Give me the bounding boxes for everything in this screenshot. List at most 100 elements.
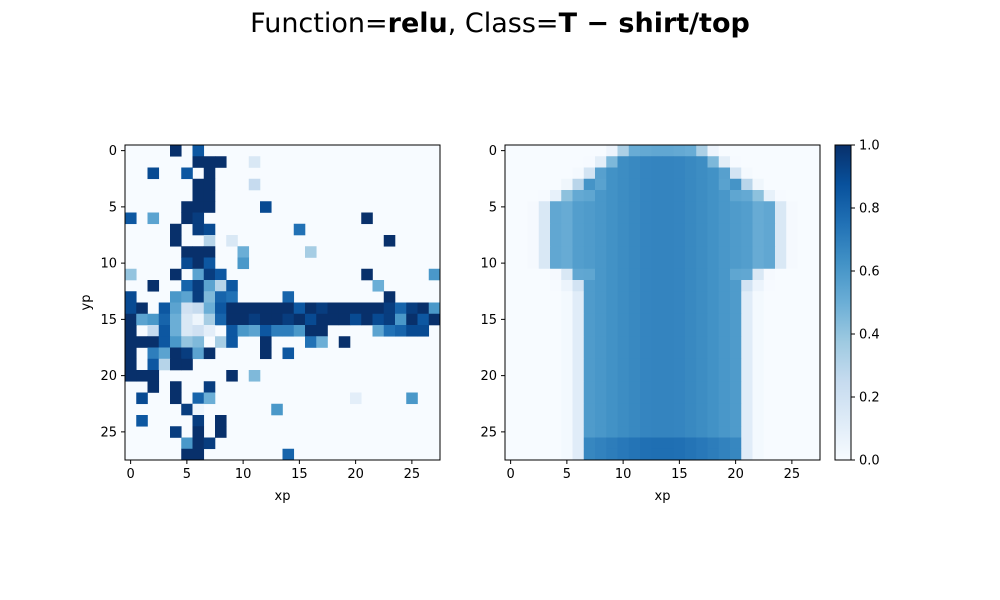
heatmap-cell [550, 392, 562, 405]
left-x-axis-label: xp [275, 489, 291, 504]
heatmap-cell [595, 392, 607, 405]
heatmap-cell [550, 235, 562, 247]
heatmap-cell [147, 325, 160, 337]
heatmap-cell [181, 302, 193, 315]
heatmap-cell [538, 167, 551, 180]
heatmap-cell [685, 156, 697, 168]
heatmap-cell [662, 358, 675, 371]
heatmap-cell [561, 212, 573, 225]
heatmap-cell [181, 325, 193, 337]
heatmap-cell [640, 201, 652, 213]
heatmap-cell [203, 325, 216, 337]
heatmap-cell [617, 257, 630, 270]
heatmap-cell [505, 156, 517, 168]
heatmap-cell [606, 381, 618, 393]
heatmap-cell [350, 392, 362, 405]
heatmap-cell [595, 325, 607, 337]
heatmap-cell [730, 392, 742, 405]
heatmap-cell [215, 426, 227, 438]
heatmap-cell [651, 426, 663, 438]
heatmap-cell [136, 336, 148, 348]
heatmap-cell [617, 212, 630, 225]
heatmap-cell [572, 246, 585, 258]
heatmap-cell [696, 156, 708, 168]
heatmap-cell [707, 156, 720, 168]
heatmap-cell [147, 336, 160, 348]
heatmap-cell [651, 223, 663, 236]
heatmap-cell [730, 212, 742, 225]
heatmap-cell [516, 392, 528, 405]
heatmap-cell [718, 347, 731, 360]
heatmap-cell [752, 381, 765, 393]
heatmap-cell [561, 167, 573, 180]
heatmap-cell [505, 392, 517, 405]
heatmap-cell [572, 190, 585, 202]
heatmap-cell [763, 190, 776, 202]
heatmap-cell [527, 178, 540, 191]
heatmap-cell [673, 358, 686, 371]
x-tick-label: 25 [404, 467, 421, 482]
title-function: relu [387, 8, 448, 39]
heatmap-cell [718, 167, 731, 180]
colorbar-tick-label: 1.0 [859, 139, 880, 154]
heatmap-cell [808, 325, 821, 337]
heatmap-cell [673, 223, 686, 236]
heatmap-cell [696, 313, 708, 326]
heatmap-cell [538, 235, 551, 247]
heatmap-cell [640, 223, 652, 236]
heatmap-cell [572, 201, 585, 213]
heatmap-cell [181, 212, 193, 225]
heatmap-cell [192, 178, 205, 191]
heatmap-cell [583, 212, 596, 225]
heatmap-cell [707, 291, 720, 303]
heatmap-cell [673, 325, 686, 337]
heatmap-cell [595, 178, 607, 191]
heatmap-cell [192, 325, 205, 337]
heatmap-cell [505, 223, 517, 236]
heatmap-cell [316, 313, 328, 326]
heatmap-cell [685, 415, 697, 427]
heatmap-cell [763, 313, 776, 326]
heatmap-cell [203, 190, 216, 202]
heatmap-cell [673, 178, 686, 191]
heatmap-cell [406, 325, 418, 337]
heatmap-cell [606, 235, 618, 247]
heatmap-cell [538, 392, 551, 405]
heatmap-cell [775, 190, 787, 202]
heatmap-cell [595, 302, 607, 315]
heatmap-cell [763, 246, 776, 258]
heatmap-cell [662, 415, 675, 427]
heatmap-cell [685, 448, 697, 461]
heatmap-cell [797, 190, 810, 202]
heatmap-cell [583, 302, 596, 315]
heatmap-cell [797, 336, 810, 348]
heatmap-cell [651, 381, 663, 393]
heatmap-cell [808, 403, 821, 416]
heatmap-cell [718, 291, 731, 303]
heatmap-cell [215, 291, 227, 303]
heatmap-cell [527, 291, 540, 303]
heatmap-cell [775, 201, 787, 213]
heatmap-cell [583, 223, 596, 236]
heatmap-cell [775, 448, 787, 461]
heatmap-cell [763, 437, 776, 450]
heatmap-cell [662, 381, 675, 393]
heatmap-cell [628, 156, 641, 168]
heatmap-cell [192, 280, 205, 292]
heatmap-cell [752, 302, 765, 315]
heatmap-cell [662, 347, 675, 360]
heatmap-cell [617, 201, 630, 213]
heatmap-cell [516, 358, 528, 371]
heatmap-cell [741, 302, 753, 315]
heatmap-cell [628, 381, 641, 393]
heatmap-cell [741, 257, 753, 270]
heatmap-cell [707, 370, 720, 382]
heatmap-cell [617, 235, 630, 247]
heatmap-cell [651, 336, 663, 348]
heatmap-cell [628, 336, 641, 348]
heatmap-cell [527, 201, 540, 213]
heatmap-cell [203, 280, 216, 292]
heatmap-cell [606, 336, 618, 348]
heatmap-cell [147, 313, 160, 326]
